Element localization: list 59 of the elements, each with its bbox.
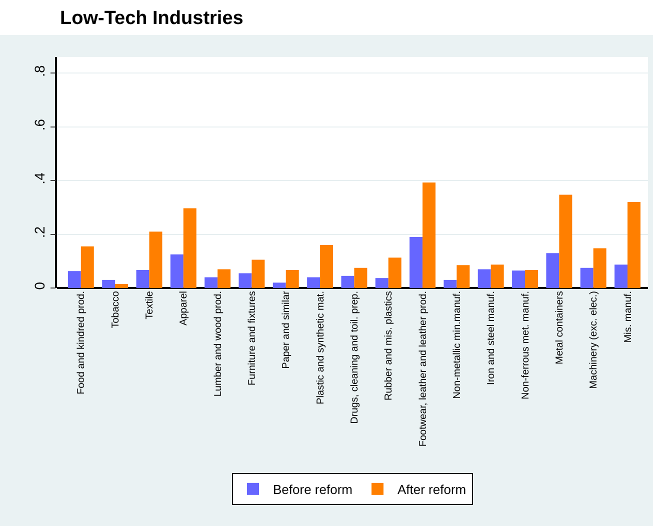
x-tick-label: Apparel	[178, 291, 190, 326]
x-tick-label: Furniture and fixtures	[246, 291, 258, 386]
x-tick-label: Machinery (exc. elec.)	[588, 291, 600, 389]
x-tick-label: Non-ferrous met. manuf.	[520, 291, 532, 400]
bar	[204, 277, 218, 288]
bar	[580, 268, 594, 288]
x-tick-label: Textile	[144, 290, 156, 320]
bar	[320, 245, 334, 288]
bar	[149, 232, 162, 288]
bar	[218, 269, 231, 288]
legend-label: Before reform	[273, 482, 352, 497]
bar	[478, 269, 491, 288]
bar	[170, 254, 184, 288]
y-tick-label: .6	[32, 118, 48, 131]
bar	[490, 264, 504, 288]
bar	[272, 282, 286, 288]
x-tick-label: Footwear, leather and leather prod.	[418, 291, 429, 447]
bar	[115, 284, 128, 288]
bar	[444, 280, 457, 288]
bar	[68, 271, 81, 288]
bar	[252, 260, 265, 288]
bar	[628, 202, 640, 288]
x-tick-label: Plastic and synthetic mat.	[315, 291, 326, 404]
y-tick-label: .8	[32, 64, 48, 77]
bar	[559, 194, 572, 288]
bar	[286, 270, 299, 288]
bar	[307, 277, 320, 288]
x-tick-label: Metal containers	[554, 291, 566, 364]
bar	[546, 253, 560, 288]
bar	[238, 273, 252, 288]
bar	[593, 248, 606, 288]
y-tick-label: 0	[32, 282, 48, 290]
x-tick-label: Rubber and mis. plastics	[384, 291, 395, 400]
legend-label: After reform	[397, 482, 466, 497]
bar	[341, 276, 354, 288]
x-tick-label: Non-metallic min.manuf.	[452, 291, 463, 399]
bar	[102, 280, 116, 288]
y-tick-label: .2	[32, 226, 48, 238]
x-tick-label: Paper and similar	[281, 290, 292, 369]
x-tick-label: Iron and steel manuf.	[486, 291, 498, 385]
bar	[512, 270, 526, 288]
bar	[614, 264, 628, 288]
x-tick-label: Tobacco	[110, 290, 122, 328]
bar	[422, 182, 436, 288]
bar	[456, 265, 470, 288]
y-tick-label: .4	[32, 172, 48, 184]
bar	[136, 270, 150, 288]
x-tick-label: Food and kindred prod.	[76, 291, 88, 394]
x-tick-label: Lumber and wood prod.	[212, 291, 224, 397]
x-tick-label: Mis. manuf.	[622, 291, 634, 343]
bar	[525, 270, 538, 288]
chart-title: Low-Tech Industries	[59, 7, 244, 31]
bar	[388, 258, 402, 288]
bar	[183, 208, 196, 288]
x-tick-label: Drugs, cleaning and toil. prep.	[349, 291, 360, 424]
bar	[375, 278, 388, 288]
bar	[80, 246, 94, 288]
bar	[410, 236, 423, 288]
bar	[354, 268, 368, 288]
